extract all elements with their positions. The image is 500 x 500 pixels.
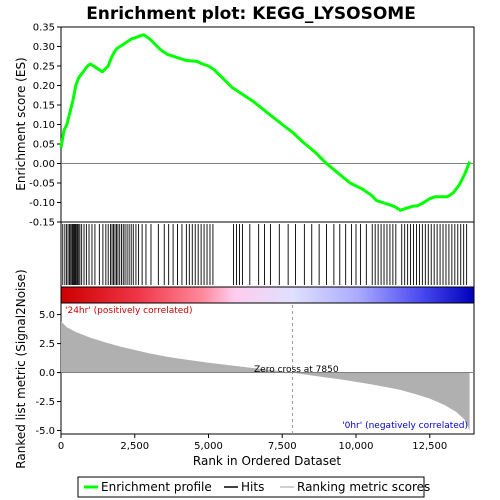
es-tick-label: 0.05: [33, 140, 55, 151]
metric-panel: -5.0 -2.5 0.0 2.5 5.0 '24hr' (positively cor…: [35, 302, 475, 437]
es-tick-label: 0.20: [33, 81, 55, 92]
es-tick-label: 0.35: [33, 23, 55, 34]
es-tick-label: -0.10: [29, 198, 55, 209]
x-tick-label: 12,500: [412, 441, 447, 452]
positive-correlation-label: '24hr' (positively correlated): [65, 306, 193, 316]
es-tick-label: 0.00: [33, 159, 55, 170]
es-y-axis-title: Enrichment score (ES): [14, 57, 28, 190]
x-tick-label: 10,000: [339, 441, 374, 452]
es-axis-ticks: -0.15 -0.10 -0.05 0.00 0.05 0.10 0.15 0.20 0.25 0…: [29, 23, 61, 229]
x-tick-label: 0: [58, 441, 64, 452]
x-tick-label: 7,500: [268, 441, 297, 452]
es-panel: -0.15 -0.10 -0.05 0.00 0.05 0.10 0.15 0.20 0.25 0…: [29, 23, 475, 229]
es-plot-frame: [60, 26, 475, 223]
metric-tick-label: -2.5: [35, 397, 55, 408]
negative-correlation-label: '0hr' (negatively correlated): [342, 421, 468, 431]
metric-tick-label: 0.0: [39, 368, 55, 379]
rank-color-bar: [60, 286, 475, 304]
hits-panel: [60, 221, 475, 288]
hits-frame: [60, 221, 475, 288]
x-axis-title: Rank in Ordered Dataset: [193, 454, 341, 468]
legend-metric-label: Ranking metric scores: [297, 480, 430, 494]
es-tick-label: -0.15: [29, 218, 55, 229]
x-tick-label: 2,500: [120, 441, 149, 452]
es-tick-label: 0.25: [33, 62, 55, 73]
chart-title: Enrichment plot: KEGG_LYSOSOME: [86, 4, 416, 24]
metric-tick-label: 5.0: [39, 310, 55, 321]
x-tick-label: 5,000: [194, 441, 223, 452]
x-axis-ticks: 0 2,500 5,000 7,500 10,000 12,500: [58, 434, 447, 452]
es-tick-label: 0.30: [33, 42, 55, 53]
legend-hits-label: Hits: [241, 480, 264, 494]
metric-tick-label: 2.5: [39, 339, 55, 350]
metric-tick-label: -5.0: [35, 426, 55, 437]
es-tick-label: 0.10: [33, 120, 55, 131]
metric-y-axis-title: Ranked list metric (Signal2Noise): [14, 269, 28, 468]
ranking-metric-area: [61, 321, 470, 431]
legend-enrichment-label: Enrichment profile: [101, 480, 212, 494]
legend-box: [77, 476, 425, 498]
es-tick-label: 0.15: [33, 101, 55, 112]
zero-cross-label: Zero cross at 7850: [254, 365, 339, 375]
hit-markers: [62, 224, 468, 285]
enrichment-profile-line: [59, 33, 472, 212]
es-tick-label: -0.05: [29, 179, 55, 190]
legend: Enrichment profile Hits Ranking metric s…: [77, 476, 430, 498]
metric-axis-ticks: -5.0 -2.5 0.0 2.5 5.0: [35, 310, 61, 437]
